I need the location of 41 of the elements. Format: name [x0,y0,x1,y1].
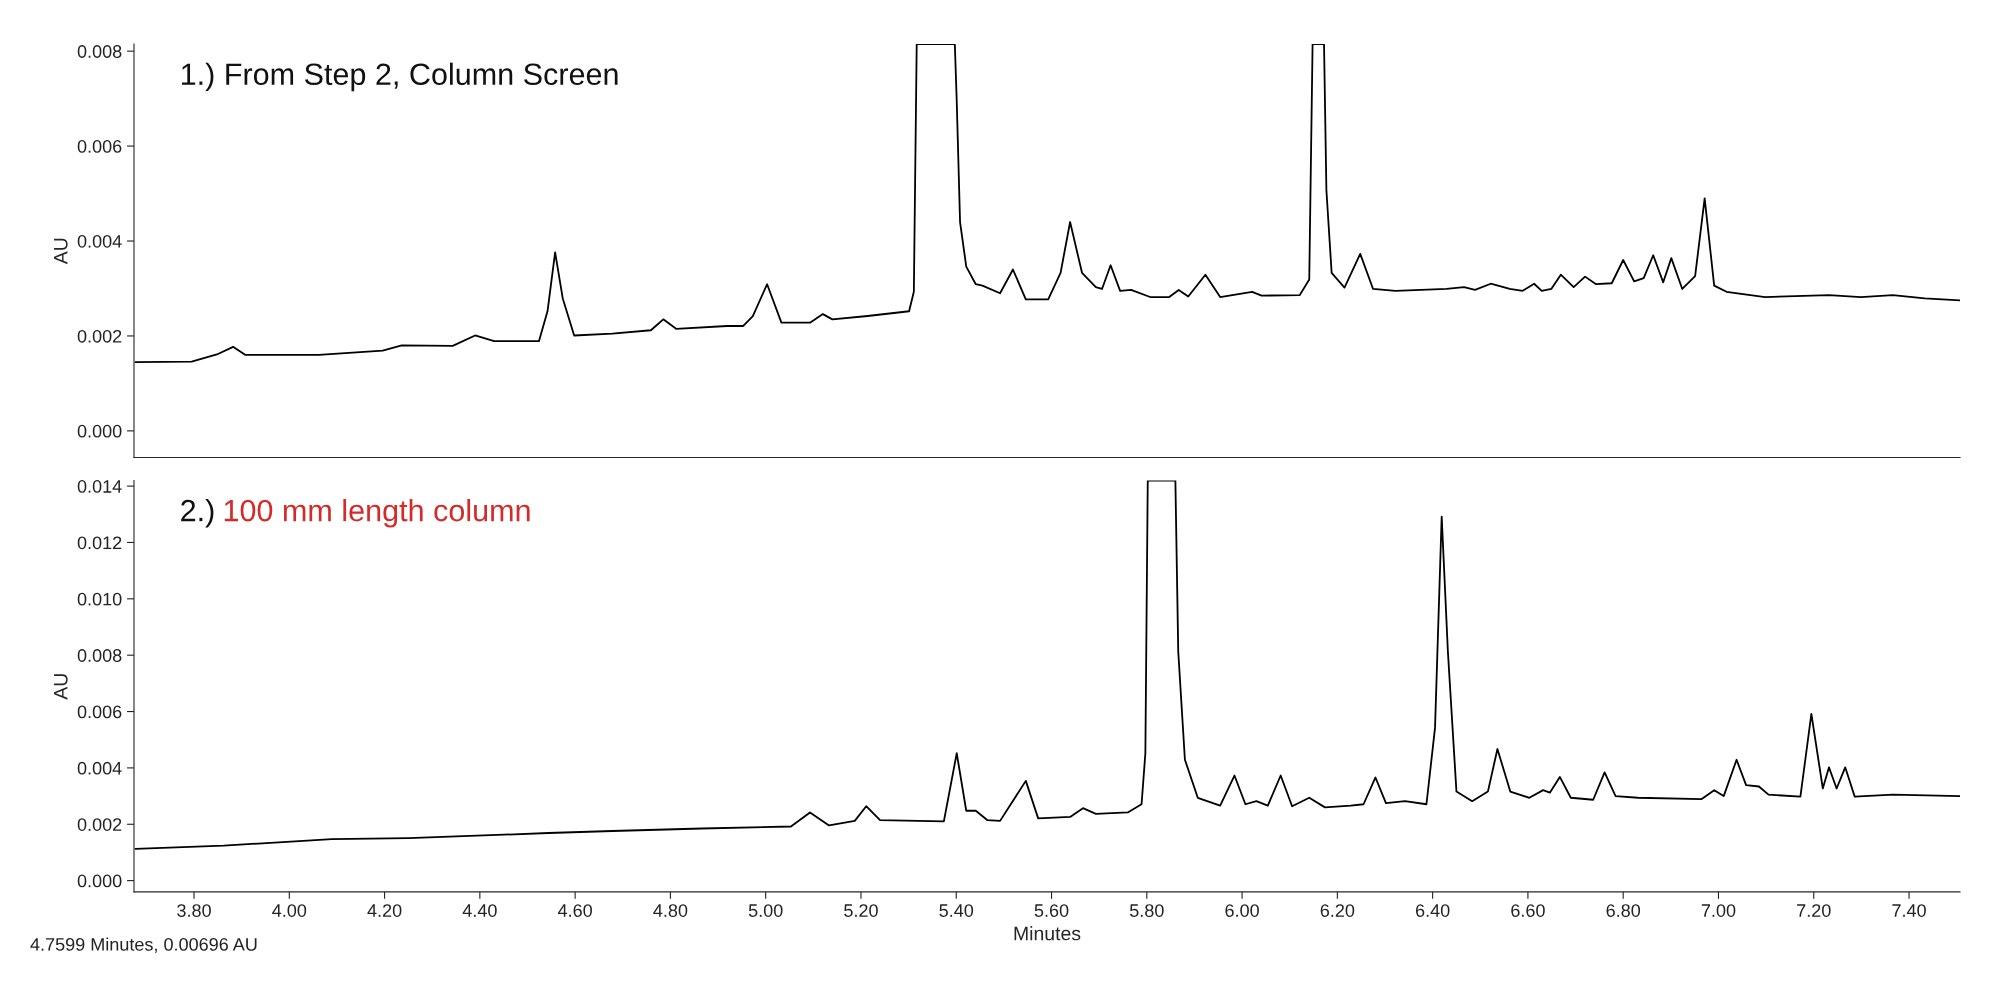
x-tick-label: 6.80 [1606,904,1641,917]
y-tick-label: 0.000 [77,874,122,888]
y-tick-label: 0.002 [77,329,122,343]
x-tick-label: 4.20 [367,904,402,917]
x-tick-label: 6.40 [1415,904,1450,917]
x-tick-label: 5.60 [1034,904,1069,917]
y-tick-label: 0.004 [77,761,122,775]
x-tick-label: 4.60 [557,904,592,917]
x-tick-label: 5.20 [844,904,878,917]
y-tick-label: 0.006 [77,705,122,719]
y-tick-label: 0.002 [77,818,122,831]
x-axis-title: Minutes [1014,926,1081,941]
x-tick-label: 7.40 [1892,904,1926,917]
y-tick-label: 0.014 [77,480,122,493]
y-tick-label: 0.004 [77,234,122,248]
x-tick-label: 4.80 [653,904,688,917]
y-tick-label: 0.000 [77,424,122,438]
x-tick-label: 4.00 [272,904,307,917]
y-axis-title: AU [54,238,68,265]
x-tick-label: 6.00 [1225,904,1259,917]
line-series [134,44,1960,363]
y-tick-label: 0.010 [77,592,122,606]
x-tick-label: 4.40 [462,904,497,917]
x-tick-label: 6.20 [1320,904,1355,917]
y-tick-label: 0.006 [77,140,122,153]
x-tick-label: 5.80 [1129,904,1164,917]
text: 1.) From Step 2, Column Screen [181,62,618,92]
text: 2.) [181,498,214,528]
x-tick-label: 7.20 [1797,904,1831,917]
line-series [134,480,1960,850]
text: 4.7599 Minutes, 0.00696 AU [30,937,257,953]
y-tick-label: 0.008 [77,649,122,662]
x-tick-label: 7.00 [1701,904,1736,917]
y-tick-label: 0.008 [77,45,122,58]
x-tick-label: 3.80 [177,904,211,917]
x-tick-label: 5.40 [939,904,974,917]
y-tick-label: 0.012 [77,536,122,550]
text: 100 mm length column [224,498,530,528]
x-tick-label: 6.60 [1511,904,1545,917]
y-axis-title: AU [54,674,68,700]
x-tick-label: 5.00 [748,904,783,917]
